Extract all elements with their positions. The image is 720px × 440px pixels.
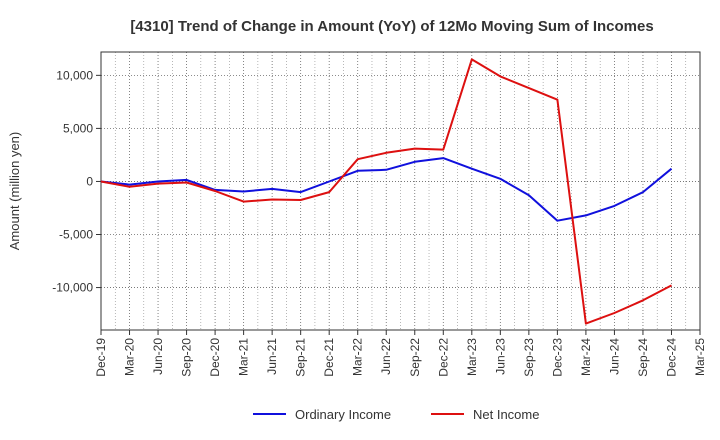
x-tick-label: Mar-23: [465, 338, 479, 376]
legend-label-0: Ordinary Income: [295, 407, 391, 422]
x-tick-label: Dec-24: [664, 338, 678, 377]
x-tick-label: Sep-22: [408, 338, 422, 377]
y-axis-label: Amount (million yen): [7, 132, 22, 251]
y-tick-label: 10,000: [56, 68, 93, 82]
x-tick-label: Dec-22: [436, 338, 450, 377]
legend: Ordinary Income Net Income: [253, 407, 539, 422]
x-tick-label: Jun-23: [493, 338, 507, 375]
x-tick-label: Sep-20: [180, 338, 194, 377]
x-axis: Dec-19 Mar-20 Jun-20 Sep-20 Dec-20 Mar-21 Jun-…: [94, 330, 707, 377]
legend-label-1: Net Income: [473, 407, 539, 422]
y-tick-label: 0: [86, 174, 93, 188]
x-tick-label: Jun-21: [265, 338, 279, 375]
y-axis: 10,000 5,000 0 -5,000 -10,000: [52, 68, 101, 295]
x-tick-label: Dec-23: [550, 338, 564, 377]
y-tick-label: 5,000: [63, 121, 93, 135]
series-lines: [100, 58, 673, 325]
y-tick-label: -10,000: [52, 281, 93, 295]
grid: [100, 52, 701, 330]
series-line-0: [100, 157, 673, 222]
x-tick-label: Mar-25: [693, 338, 707, 376]
x-tick-label: Dec-20: [208, 338, 222, 377]
x-tick-label: Sep-23: [522, 338, 536, 377]
x-tick-label: Mar-24: [579, 338, 593, 376]
x-tick-label: Mar-20: [123, 338, 137, 376]
series-line-1: [100, 58, 672, 325]
x-tick-label: Sep-21: [294, 338, 308, 377]
x-tick-label: Mar-21: [237, 338, 251, 376]
x-tick-label: Jun-20: [151, 338, 165, 375]
x-tick-label: Jun-24: [607, 338, 621, 375]
chart-title: [4310] Trend of Change in Amount (YoY) o…: [130, 18, 653, 35]
x-tick-label: Mar-22: [351, 338, 365, 376]
y-tick-label: -5,000: [59, 228, 93, 242]
x-tick-label: Sep-24: [636, 338, 650, 377]
plot-frame: [100, 51, 701, 331]
x-tick-label: Dec-21: [322, 338, 336, 377]
x-tick-label: Dec-19: [94, 338, 108, 377]
x-tick-label: Jun-22: [379, 338, 393, 375]
